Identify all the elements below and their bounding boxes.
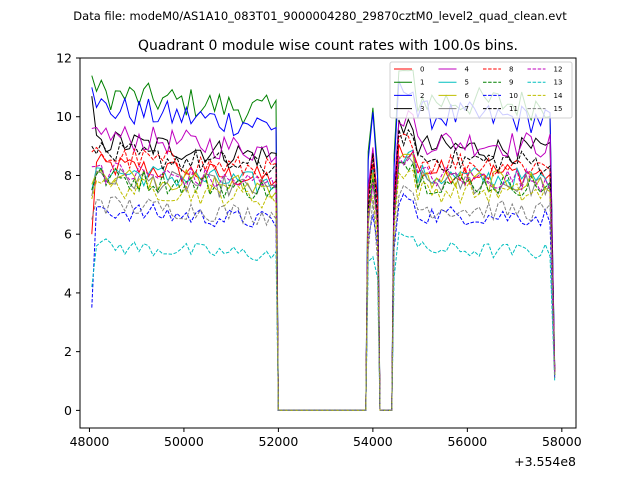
legend-label-11: 11 [509, 105, 518, 113]
chart-title: Quadrant 0 module wise count rates with … [138, 38, 518, 54]
x-offset-label: +3.554e8 [514, 454, 576, 469]
legend-box [389, 61, 573, 119]
y-tick-label: 0 [64, 403, 72, 418]
legend-label-10: 10 [509, 92, 518, 100]
y-tick-label: 4 [64, 285, 72, 300]
legend-label-5: 5 [465, 79, 469, 87]
x-tick-label: 50000 [164, 434, 204, 449]
series-line-10 [91, 192, 556, 411]
x-tick-label: 52000 [259, 434, 299, 449]
x-tick-label: 56000 [447, 434, 487, 449]
x-tick-label: 58000 [542, 434, 582, 449]
y-tick-label: 10 [56, 109, 72, 124]
legend-label-8: 8 [509, 66, 513, 74]
series-line-11 [91, 128, 556, 411]
series-line-4 [91, 109, 556, 411]
y-tick-label: 12 [56, 51, 72, 66]
series-line-13 [91, 231, 556, 411]
legend-label-9: 9 [509, 79, 513, 87]
y-tick-label: 6 [64, 227, 72, 242]
x-tick-label: 54000 [353, 434, 393, 449]
legend-label-13: 13 [554, 79, 563, 87]
series-layer [91, 69, 556, 411]
series-line-14 [91, 169, 556, 411]
legend-label-6: 6 [465, 92, 470, 100]
legend-label-12: 12 [554, 66, 563, 74]
legend-label-1: 1 [420, 79, 424, 87]
axes-frame [79, 57, 577, 429]
y-tick-label: 8 [64, 168, 72, 183]
legend-label-14: 14 [554, 92, 563, 100]
series-line-2 [91, 80, 556, 411]
legend-label-2: 2 [420, 92, 424, 100]
series-line-9 [91, 161, 556, 411]
legend-label-7: 7 [465, 105, 469, 113]
legend-label-3: 3 [420, 105, 424, 113]
x-tick-label: 48000 [70, 434, 110, 449]
legend-label-0: 0 [420, 66, 424, 74]
series-line-12 [91, 149, 556, 411]
legend-label-4: 4 [465, 66, 470, 74]
series-line-8 [91, 133, 556, 411]
legend-label-15: 15 [554, 105, 563, 113]
y-tick-label: 2 [64, 344, 72, 359]
suptitle: Data file: modeM0/AS1A10_083T01_90000042… [73, 9, 567, 23]
series-line-15 [91, 184, 556, 411]
series-line-1 [91, 69, 556, 411]
series-line-3 [91, 96, 556, 411]
